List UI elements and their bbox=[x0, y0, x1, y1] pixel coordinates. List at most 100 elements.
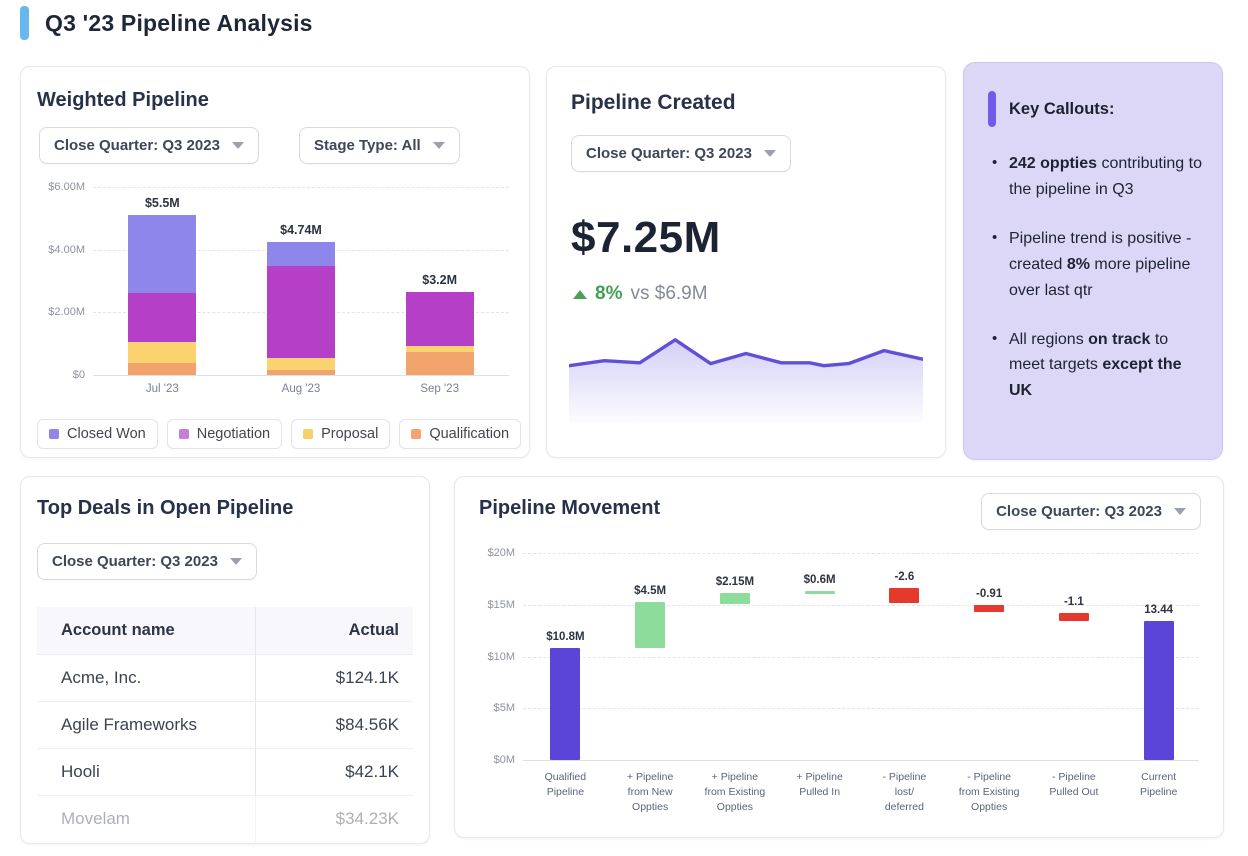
stacked-bar-segment bbox=[267, 358, 335, 370]
legend-label: Qualification bbox=[429, 426, 510, 442]
top-deals-table: Account name Actual Acme, Inc. $124.1K Agi… bbox=[37, 607, 413, 842]
stacked-bar-segment bbox=[128, 342, 197, 364]
legend-swatch-icon bbox=[303, 429, 314, 439]
bar-value-label: -0.91 bbox=[976, 587, 1003, 600]
legend-item[interactable]: Qualification bbox=[399, 419, 522, 449]
delta-comparison: vs $6.9M bbox=[630, 283, 708, 304]
y-axis-tick-label: $10M bbox=[487, 650, 515, 663]
bar-value-label: $4.5M bbox=[634, 584, 667, 597]
chevron-down-icon bbox=[763, 150, 776, 157]
y-axis-tick-label: $6.00M bbox=[48, 181, 85, 193]
table-body: Acme, Inc. $124.1K Agile Frameworks $84.56K… bbox=[37, 655, 413, 842]
stacked-bar-segment bbox=[405, 291, 474, 347]
top-deals-title: Top Deals in Open Pipeline bbox=[37, 497, 294, 519]
actual-value-cell: $42.1K bbox=[255, 749, 413, 795]
stacked-bar-segment bbox=[128, 292, 197, 343]
stage-type-filter[interactable]: Stage Type: All bbox=[299, 127, 460, 164]
actual-value-cell: $84.56K bbox=[255, 702, 413, 748]
table-row[interactable]: Hooli $42.1K bbox=[37, 749, 413, 796]
legend-label: Closed Won bbox=[67, 426, 146, 442]
legend-item[interactable]: Closed Won bbox=[37, 419, 158, 449]
waterfall-bar bbox=[1058, 612, 1089, 621]
y-axis-tick-label: $0M bbox=[493, 754, 515, 766]
stacked-bar-segment bbox=[128, 215, 197, 293]
legend-swatch-icon bbox=[178, 429, 189, 439]
bar-total-label: $3.2M bbox=[422, 272, 458, 287]
delta-percent: 8% bbox=[595, 283, 623, 304]
callout-bullet: All regions on track to meet targets exc… bbox=[992, 327, 1204, 405]
gridline bbox=[523, 604, 1199, 606]
waterfall-bar bbox=[550, 648, 581, 760]
y-axis-tick-label: $0 bbox=[72, 369, 85, 381]
table-row[interactable]: Movelam $34.23K bbox=[37, 796, 413, 842]
callout-bullet: Pipeline trend is positive - created 8% … bbox=[992, 226, 1204, 304]
stacked-bar-segment bbox=[405, 346, 474, 352]
weighted-pipeline-title: Weighted Pipeline bbox=[37, 89, 209, 111]
y-axis-tick-label: $15M bbox=[487, 598, 515, 611]
x-axis-tick-label: Current Pipeline bbox=[1139, 771, 1178, 798]
y-axis-tick-label: $2.00M bbox=[48, 306, 85, 319]
y-axis-tick-label: $5M bbox=[493, 702, 515, 715]
stacked-bar-segment bbox=[267, 242, 335, 266]
chevron-down-icon bbox=[229, 558, 242, 565]
x-axis-tick-label: - Pipeline from Existing Oppties bbox=[958, 771, 1020, 813]
pipeline-movement-title: Pipeline Movement bbox=[479, 497, 661, 519]
stacked-bar-segment bbox=[405, 351, 474, 375]
pipeline-created-title: Pipeline Created bbox=[571, 91, 736, 114]
legend-item[interactable]: Negotiation bbox=[166, 419, 283, 449]
stacked-bar-segment bbox=[267, 265, 335, 359]
gridline bbox=[93, 187, 509, 188]
close-quarter-filter-label: Close Quarter: Q3 2023 bbox=[586, 145, 752, 162]
table-row[interactable]: Agile Frameworks $84.56K bbox=[37, 702, 413, 749]
bar-value-label: $10.8M bbox=[546, 631, 585, 644]
bar-total-label: $5.5M bbox=[144, 196, 180, 211]
gridline bbox=[523, 760, 1199, 761]
legend-swatch-icon bbox=[49, 429, 59, 439]
key-callouts-title: Key Callouts: bbox=[1009, 99, 1115, 118]
pipeline-created-value: $7.25M bbox=[571, 213, 721, 262]
callout-accent-bar bbox=[988, 91, 996, 127]
x-axis-tick-label: Sep '23 bbox=[420, 383, 459, 395]
stacked-bar-segment bbox=[128, 363, 197, 375]
close-quarter-filter[interactable]: Close Quarter: Q3 2023 bbox=[37, 543, 257, 580]
pipeline-created-delta: 8% vs $6.9M bbox=[573, 283, 708, 305]
column-header-actual: Actual bbox=[255, 607, 413, 654]
y-axis-tick-label: $20M bbox=[487, 547, 515, 559]
close-quarter-filter[interactable]: Close Quarter: Q3 2023 bbox=[571, 135, 791, 172]
sparkline-line bbox=[567, 338, 925, 368]
arrow-up-icon bbox=[573, 289, 587, 299]
close-quarter-filter[interactable]: Close Quarter: Q3 2023 bbox=[39, 127, 259, 164]
pipeline-created-sparkline bbox=[567, 325, 925, 423]
chevron-down-icon bbox=[231, 142, 244, 149]
column-header-account: Account name bbox=[61, 621, 175, 639]
key-callouts-list: 242 oppties contributing to the pipeline… bbox=[992, 151, 1204, 427]
account-name-cell: Movelam bbox=[61, 809, 130, 828]
waterfall-bar bbox=[1143, 620, 1174, 760]
stage-type-filter-label: Stage Type: All bbox=[314, 137, 421, 154]
legend-swatch-icon bbox=[411, 429, 422, 439]
x-axis-tick-label: + Pipeline from Existing Oppties bbox=[704, 771, 766, 813]
close-quarter-filter[interactable]: Close Quarter: Q3 2023 bbox=[981, 493, 1201, 530]
top-deals-card: Top Deals in Open Pipeline Close Quarter… bbox=[20, 476, 430, 844]
bar-value-label: -1.1 bbox=[1063, 595, 1084, 608]
close-quarter-filter-label: Close Quarter: Q3 2023 bbox=[54, 137, 220, 154]
stacked-bar-segment bbox=[267, 369, 335, 375]
legend-item[interactable]: Proposal bbox=[291, 419, 391, 449]
weighted-pipeline-legend: Closed Won Negotiation Proposal Qualificati… bbox=[37, 419, 522, 449]
table-header-row: Account name Actual bbox=[37, 607, 413, 655]
page-title: Q3 '23 Pipeline Analysis bbox=[45, 9, 313, 36]
table-row[interactable]: Acme, Inc. $124.1K bbox=[37, 655, 413, 702]
pipeline-movement-card: Pipeline Movement Close Quarter: Q3 2023… bbox=[454, 476, 1224, 838]
x-axis-tick-label: - Pipeline lost/deferred bbox=[882, 771, 927, 813]
weighted-pipeline-chart: $0 $2.00M $4.00M $6.00M $5.5M Jul '23 $4.74M Au… bbox=[37, 179, 515, 411]
close-quarter-filter-label: Close Quarter: Q3 2023 bbox=[996, 503, 1162, 520]
waterfall-bar bbox=[889, 588, 920, 604]
close-quarter-filter-label: Close Quarter: Q3 2023 bbox=[52, 553, 218, 570]
x-axis-tick-label: - Pipeline Pulled Out bbox=[1049, 771, 1099, 798]
legend-label: Negotiation bbox=[196, 426, 271, 442]
gridline bbox=[523, 656, 1199, 658]
x-axis-tick-label: Aug '23 bbox=[281, 383, 321, 395]
actual-value-cell: $34.23K bbox=[255, 796, 413, 842]
key-callouts-header: Key Callouts: bbox=[988, 91, 1114, 127]
